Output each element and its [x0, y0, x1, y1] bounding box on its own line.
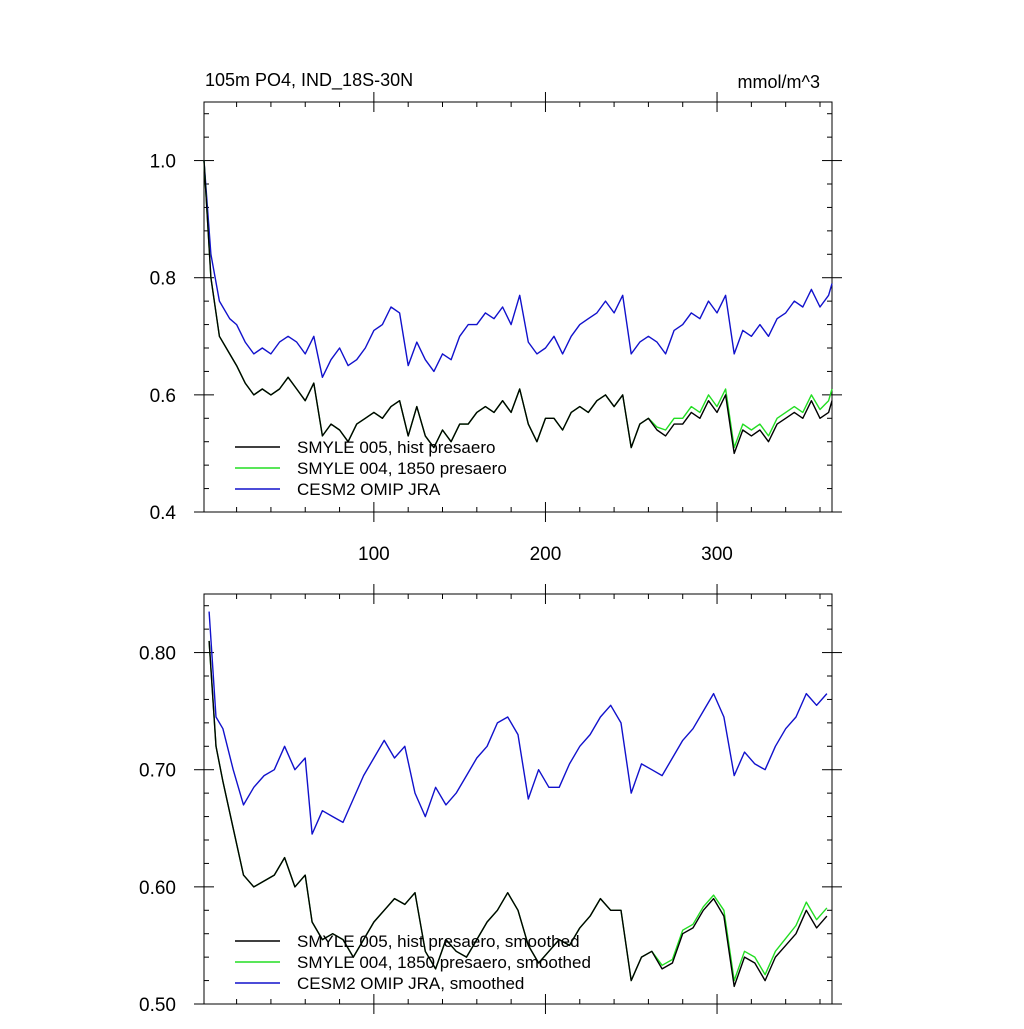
bottom-panel: 0.50 0.60 0.70 0.80 SMYLE 005, hist presaer…	[139, 584, 842, 1016]
y-tick-label: 0.80	[139, 644, 176, 665]
y-tick-label: 0.4	[150, 503, 177, 524]
x-tick-label: 300	[701, 544, 733, 565]
series-line-2	[208, 611, 828, 835]
units-label: mmol/m^3	[738, 72, 820, 92]
x-tick-label: 100	[358, 544, 390, 565]
series-line-2	[203, 160, 833, 378]
axis-ticks-bottom: 0.50 0.60 0.70 0.80	[139, 584, 842, 1016]
axis-ticks-top: 100 200 300 0.4 0.6 0.8 1.0	[150, 92, 842, 565]
legend-bottom: SMYLE 005, hist presaero, smoothed SMYLE …	[235, 932, 591, 993]
y-tick-label: 0.6	[150, 386, 176, 407]
series-line-0	[208, 640, 828, 988]
legend-label: SMYLE 005, hist presaero, smoothed	[297, 932, 580, 951]
plot-frame-bottom	[203, 593, 833, 1005]
x-tick-label: 200	[530, 544, 562, 565]
series-line-0	[203, 160, 833, 455]
top-panel: 105m PO4, IND_18S-30N mmol/m^3 100 200 300…	[150, 70, 842, 565]
y-tick-label: 0.60	[139, 878, 176, 899]
legend-label: SMYLE 005, hist presaero	[297, 438, 495, 457]
y-tick-label: 0.8	[150, 269, 176, 290]
series-group-bottom	[208, 611, 828, 988]
series-line-1	[203, 160, 833, 449]
legend-label: SMYLE 004, 1850 presaero	[297, 459, 507, 478]
legend-label: CESM2 OMIP JRA, smoothed	[297, 974, 524, 993]
chart-title: 105m PO4, IND_18S-30N	[205, 70, 413, 91]
y-tick-label: 0.50	[139, 995, 176, 1016]
plot-frame-top	[203, 101, 833, 513]
legend-label: SMYLE 004, 1850 presaero, smoothed	[297, 953, 591, 972]
y-tick-label: 0.70	[139, 761, 176, 782]
legend-label: CESM2 OMIP JRA	[297, 480, 441, 499]
series-group-top	[203, 160, 833, 455]
y-tick-label: 1.0	[150, 152, 176, 173]
series-line-1	[208, 640, 828, 982]
legend-top: SMYLE 005, hist presaero SMYLE 004, 1850 …	[235, 438, 507, 499]
